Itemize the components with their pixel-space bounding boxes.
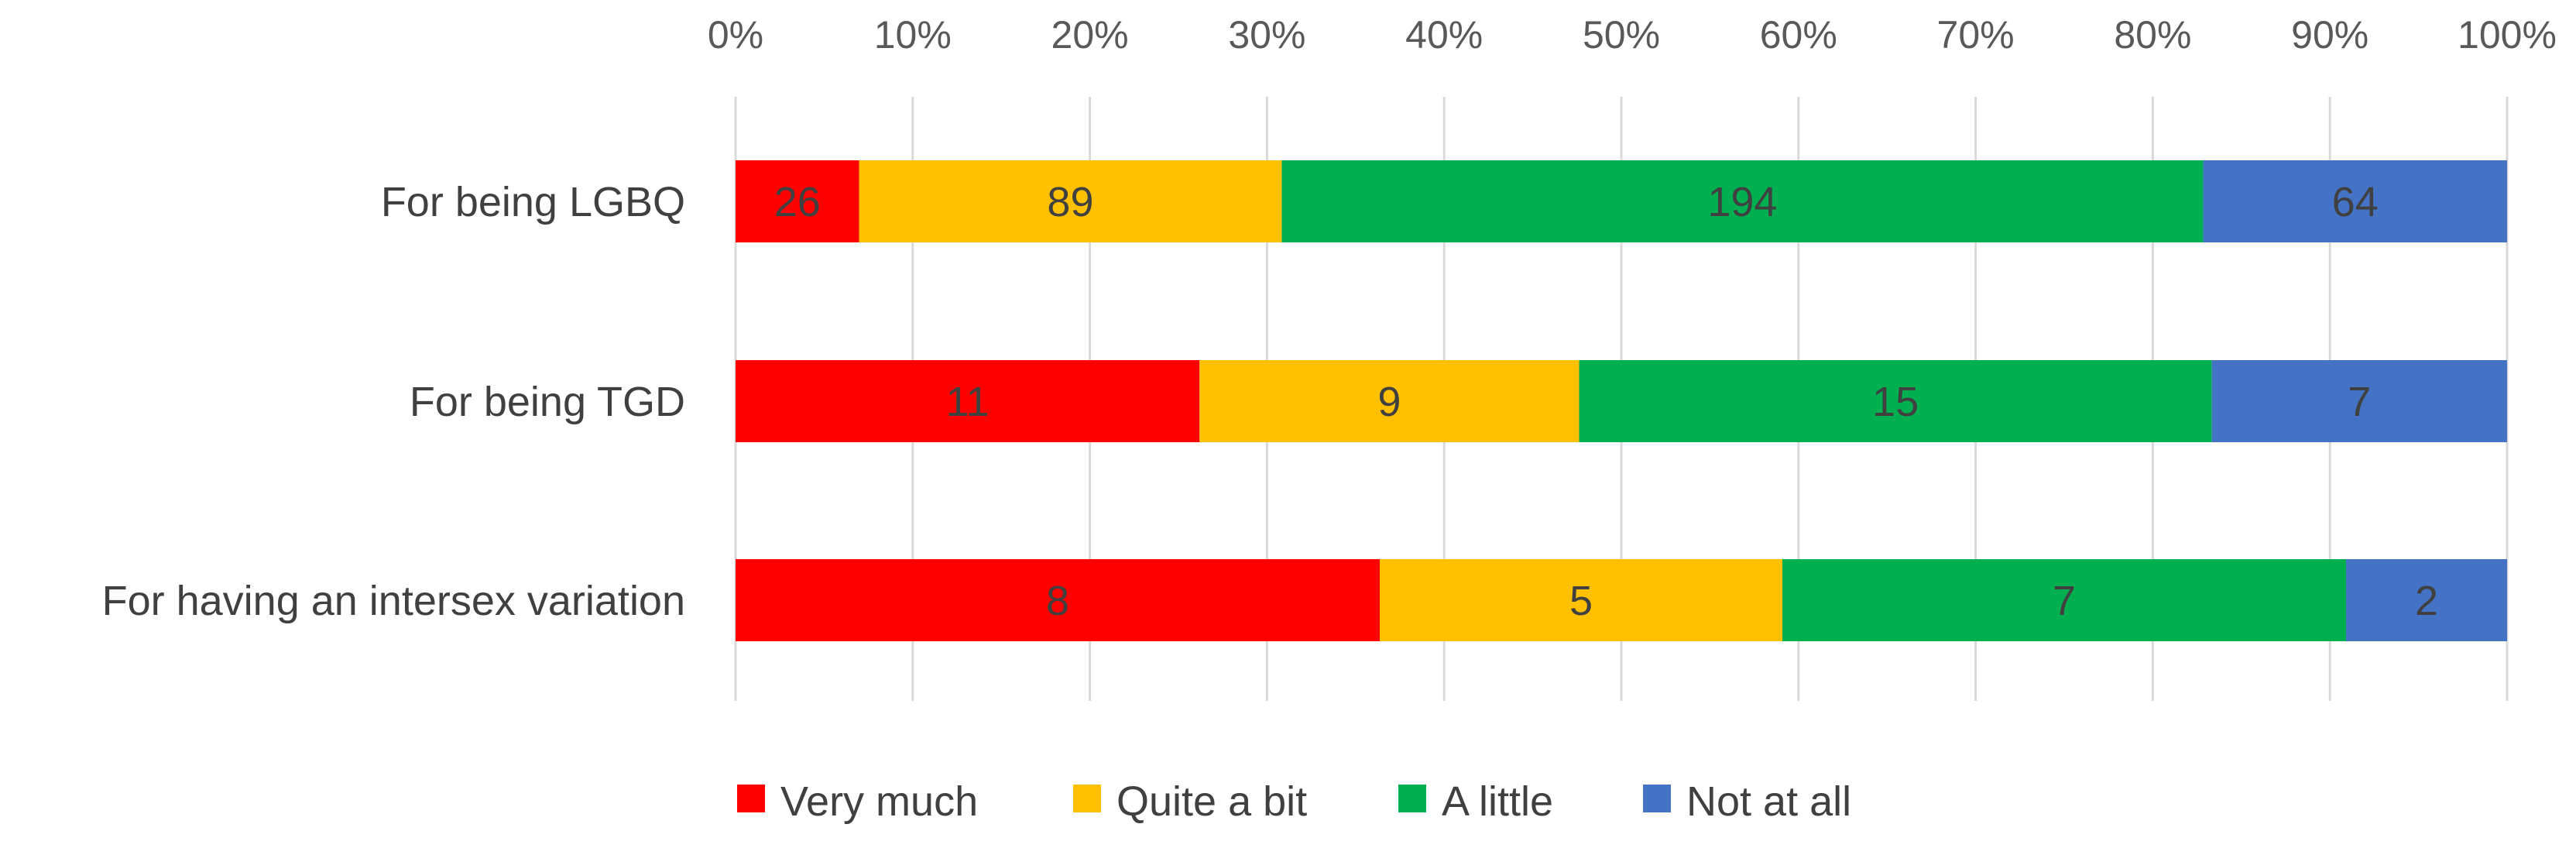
category-label: For having an intersex variation [102,578,685,624]
data-label: 26 [774,179,821,225]
legend-swatch [1073,785,1101,812]
bar-segment [2346,559,2507,641]
x-tick-label: 50% [1583,13,1660,57]
x-tick-label: 20% [1051,13,1129,57]
data-label: 15 [1872,379,1919,425]
x-tick-label: 0% [708,13,763,57]
bar-segment [1782,559,2346,641]
bars: 26 89 194 64 11 9 15 7 8 5 7 2 [736,160,2507,641]
x-tick-label: 100% [2458,13,2557,57]
bar-segment [859,160,1282,242]
bar-segment [736,160,859,242]
data-label: 64 [2332,179,2379,225]
bar-segment [736,559,1380,641]
x-axis-tick-labels: 0% 10% 20% 30% 40% 50% 60% 70% 80% 90% 100% [708,13,2557,57]
x-tick-label: 40% [1405,13,1483,57]
legend: Very much Quite a bit A little Not at all [737,778,1851,825]
bar-segment [1281,160,2204,242]
data-label: 194 [1707,179,1777,225]
bar-segment [2203,160,2507,242]
bar-segment [1380,559,1782,641]
legend-label: Quite a bit [1116,778,1307,825]
data-label: 8 [1046,578,1069,624]
legend-label: Not at all [1686,778,1851,825]
data-label: 7 [2053,578,2076,624]
x-tick-label: 10% [874,13,952,57]
x-tick-label: 90% [2291,13,2368,57]
category-label: For being LGBQ [381,179,685,225]
data-label: 89 [1047,179,1093,225]
data-label: 11 [946,379,990,425]
data-label: 2 [2415,578,2438,624]
data-label: 5 [1569,578,1593,624]
data-label: 7 [2348,379,2371,425]
legend-label: Very much [780,778,978,825]
legend-swatch [1643,785,1671,812]
bar-segment [1579,360,2212,442]
category-labels: For being LGBQ For being TGD For having an… [102,179,685,624]
x-tick-label: 80% [2114,13,2191,57]
x-tick-label: 30% [1228,13,1305,57]
legend-swatch [1398,785,1426,812]
bar-segment [736,360,1200,442]
x-tick-label: 70% [1937,13,2015,57]
bar-segment [2211,360,2507,442]
data-label: 9 [1377,379,1401,425]
x-tick-label: 60% [1760,13,1837,57]
legend-swatch [737,785,765,812]
bar-segment [1199,360,1580,442]
legend-label: A little [1442,778,1553,825]
category-label: For being TGD [410,379,685,425]
